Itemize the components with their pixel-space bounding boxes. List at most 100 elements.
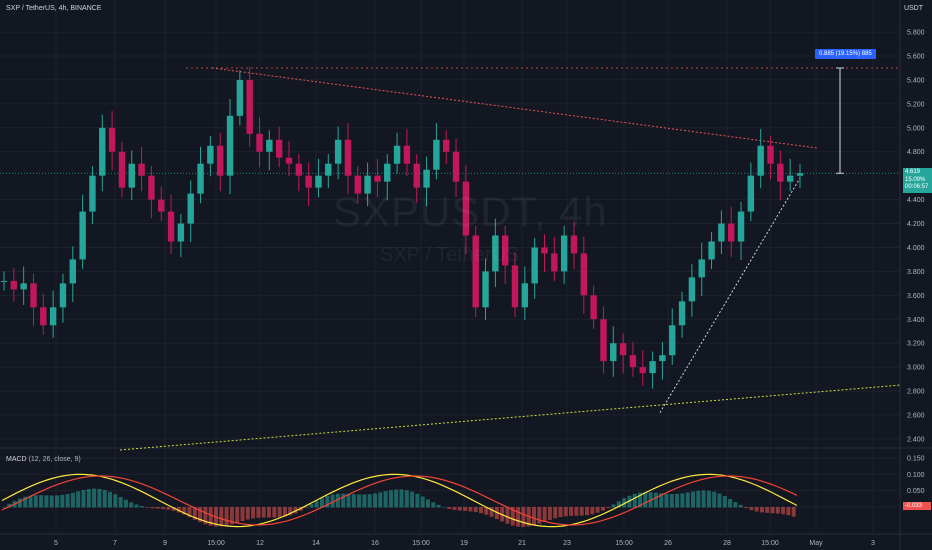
time-tick-label: 15:00: [207, 540, 225, 547]
histogram-bar: [622, 498, 627, 508]
candle: [767, 136, 774, 180]
upper-trendline[interactable]: [211, 67, 819, 149]
symbol-header[interactable]: SXP / TetherUS, 4h, BINANCE: [6, 5, 102, 12]
histogram-bar: [240, 507, 245, 522]
trendlines: [0, 67, 901, 451]
macd-label: MACD: [6, 456, 27, 463]
histogram-bar: [680, 493, 685, 508]
candle: [619, 333, 627, 374]
histogram-bar: [60, 494, 65, 508]
histogram-bar: [410, 491, 415, 508]
price-tick-label: 3.800: [907, 269, 925, 276]
time-tick-label: 15:00: [761, 540, 779, 547]
histogram-bar: [685, 492, 690, 508]
histogram-bar: [208, 507, 213, 526]
histogram-bar: [457, 507, 462, 511]
time-tick-label: 12: [256, 540, 264, 547]
signal-line: [1, 475, 798, 526]
histogram-bar: [616, 501, 621, 508]
histogram-bar: [198, 507, 203, 523]
time-axis[interactable]: 5 7 9 15:00 12 14 16 15:00 19 21 23 15:00 26 28 15:00 M…: [54, 540, 875, 547]
histogram-bar: [7, 503, 12, 508]
histogram-bar: [436, 504, 441, 508]
candle: [89, 166, 96, 225]
countdown: 00:06:57: [905, 184, 929, 190]
histogram-bar: [362, 494, 367, 508]
candle: [216, 132, 224, 192]
candle: [541, 234, 548, 272]
candle: [69, 246, 76, 302]
candle: [511, 252, 519, 317]
macd-params: (12, 26, close, 9): [28, 456, 81, 463]
candle: [531, 237, 538, 299]
candle: [236, 70, 244, 126]
histogram-bar: [65, 493, 70, 508]
current-price: 4.619: [905, 169, 921, 175]
candle: [639, 350, 646, 386]
histogram-bar: [44, 495, 49, 508]
histogram-bar: [659, 493, 664, 508]
time-tick-label: 26: [664, 540, 672, 547]
histogram-bar: [341, 493, 346, 508]
candle: [295, 154, 303, 192]
histogram-bar: [49, 495, 54, 508]
histogram-bar: [770, 507, 775, 514]
candle: [747, 162, 755, 222]
price-tick-label: 3.400: [907, 317, 925, 324]
histogram-bar: [574, 507, 579, 516]
candle: [786, 158, 794, 192]
histogram-bar: [585, 507, 589, 516]
histogram-bar: [357, 494, 362, 508]
histogram-bar: [696, 490, 701, 508]
measure-tool[interactable]: [836, 67, 844, 174]
histogram-bar: [81, 489, 86, 508]
histogram-bar: [251, 507, 256, 519]
candle: [325, 154, 332, 189]
candle: [492, 218, 499, 287]
histogram-bar: [791, 507, 796, 517]
candle: [187, 180, 194, 243]
time-tick-label: 7: [113, 540, 117, 547]
candle: [158, 186, 165, 222]
histogram-bar: [245, 507, 250, 520]
candle: [305, 162, 312, 207]
time-tick-label: May: [809, 540, 823, 547]
candle: [560, 225, 568, 284]
symbol-name: SXP / TetherUS: [6, 5, 55, 12]
candle: [452, 138, 460, 198]
histogram-bar: [441, 506, 446, 508]
histogram-bar: [92, 488, 97, 508]
macd-legend[interactable]: MACD (12, 26, close, 9): [6, 456, 81, 463]
histogram-bar: [192, 507, 197, 520]
histogram-bar: [23, 496, 28, 508]
histogram-bar: [55, 495, 59, 508]
price-tick-label: 4.000: [907, 245, 925, 252]
candle: [354, 166, 361, 204]
histogram-bar: [70, 492, 75, 508]
histogram-bar: [579, 507, 584, 516]
lower-trendline[interactable]: [119, 384, 901, 451]
candle: [40, 294, 47, 335]
price-axis[interactable]: 5.800 5.600 5.400 5.200 5.000 4.800 4.400 4.200…: [907, 30, 925, 444]
histogram-bar: [494, 507, 499, 520]
histogram-bar: [415, 493, 420, 508]
histogram-bar: [123, 499, 128, 508]
rising-support-line[interactable]: [659, 177, 801, 413]
histogram-bar: [203, 507, 208, 525]
time-tick-label: 23: [563, 540, 571, 547]
candle: [344, 123, 352, 195]
histogram-bar: [643, 492, 648, 508]
histogram-bar: [378, 492, 383, 508]
histogram-bar: [537, 507, 542, 524]
histogram-bar: [569, 507, 574, 516]
time-tick-label: 15:00: [615, 540, 633, 547]
histogram-bar: [118, 496, 123, 508]
time-tick-label: 15:00: [412, 540, 430, 547]
histogram-bar: [129, 502, 134, 508]
histogram-bar: [510, 507, 515, 526]
histogram-bar: [420, 496, 425, 508]
candle: [659, 342, 666, 380]
watermark-title: SXPUSDT, 4h: [333, 188, 608, 235]
